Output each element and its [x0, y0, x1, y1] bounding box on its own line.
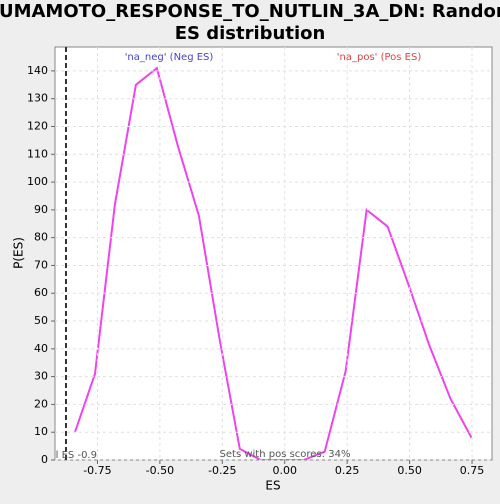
y-tick-label: 10 — [34, 425, 48, 438]
x-tick-label: 0.75 — [460, 464, 485, 477]
y-tick-label: 80 — [34, 231, 48, 244]
y-axis-label: P(ES) — [12, 237, 26, 269]
y-tick-label: 0 — [41, 453, 48, 466]
y-tick-label: 140 — [27, 64, 48, 77]
y-tick-label: 100 — [27, 175, 48, 188]
x-tick-label: -0.50 — [146, 464, 174, 477]
x-tick-label: -0.75 — [83, 464, 111, 477]
y-tick-label: 30 — [34, 370, 48, 383]
x-axis-label: ES — [265, 479, 280, 493]
x-tick-label: -0.25 — [208, 464, 236, 477]
plot-area — [54, 46, 493, 461]
y-tick-label: 20 — [34, 397, 48, 410]
plot-content: Actual ES -0.9 — [27, 47, 473, 461]
y-tick-label: 110 — [27, 147, 48, 160]
x-tick-label: 0.25 — [335, 464, 360, 477]
pos-label: 'na_pos' (Pos ES) — [337, 52, 422, 63]
y-tick-label: 120 — [27, 119, 48, 132]
y-tick-label: 50 — [34, 314, 48, 327]
actual-es-label: Actual ES -0.9 — [27, 450, 97, 461]
x-tick-label: 0.00 — [272, 464, 297, 477]
y-tick-label: 70 — [34, 258, 48, 271]
neg-label: 'na_neg' (Neg ES) — [125, 52, 214, 63]
y-tick-label: 130 — [27, 92, 48, 105]
y-tick-label: 60 — [34, 286, 48, 299]
y-tick-label: 90 — [34, 203, 48, 216]
x-tick-label: 0.50 — [397, 464, 422, 477]
y-tick-label: 40 — [34, 342, 48, 355]
data-line — [74, 66, 473, 460]
chart-title: KUMAMOTO_RESPONSE_TO_NUTLIN_3A_DN: Rando… — [0, 1, 500, 44]
footnote: Sets with pos scores: 34% — [220, 449, 351, 460]
